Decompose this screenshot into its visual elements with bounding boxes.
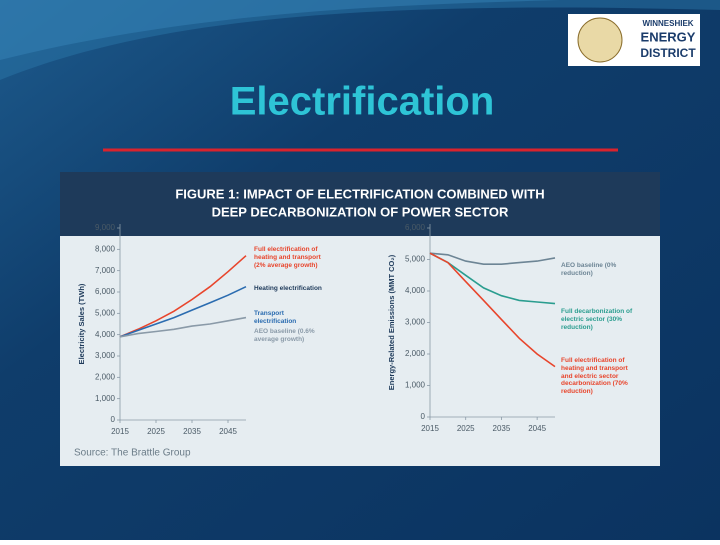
- y-tick-label: 0: [421, 412, 426, 421]
- annotation: Full electrification of heating and tran…: [254, 246, 321, 269]
- y-tick-label: 8,000: [95, 244, 116, 253]
- annotation: AEO baseline (0% reduction): [561, 262, 617, 277]
- y-axis-label: Electricity Sales (TWh): [77, 283, 86, 364]
- y-tick-label: 1,000: [95, 394, 116, 403]
- series-line: [429, 252, 556, 368]
- x-tick-label: 2035: [493, 424, 511, 433]
- x-tick-label: 2035: [183, 427, 201, 436]
- x-tick-label: 2015: [421, 424, 439, 433]
- figure-title: FIGURE 1: IMPACT OF ELECTRIFICATION COMB…: [175, 186, 544, 201]
- annotation: Full decarbonization of electric sector …: [561, 308, 633, 331]
- annotation-box: Full electrification of heating and tran…: [561, 357, 628, 396]
- y-tick-label: 6,000: [405, 223, 426, 232]
- y-tick-label: 6,000: [95, 287, 116, 296]
- x-tick-label: 2045: [219, 427, 237, 436]
- annotation: AEO baseline (0.6% average growth): [254, 328, 315, 343]
- annotation: Transport electrification: [254, 310, 297, 325]
- slide-title: Electrification: [230, 80, 495, 124]
- logo-seal: [577, 17, 623, 63]
- annotation-box: AEO baseline (0% reduction): [561, 262, 617, 277]
- figure-body: [60, 236, 660, 466]
- y-tick-label: 2,000: [405, 349, 426, 358]
- logo-text: WINNESHIEK: [642, 19, 693, 28]
- series-line: [429, 252, 556, 265]
- annotation-box: Transport electrification: [254, 310, 297, 325]
- y-tick-label: 7,000: [95, 266, 116, 275]
- swoosh: [0, 0, 560, 60]
- annotation-box: Full decarbonization of electric sector …: [561, 308, 633, 331]
- y-tick-label: 2,000: [95, 372, 116, 381]
- x-tick-label: 2025: [147, 427, 165, 436]
- series-line: [119, 316, 247, 338]
- annotation-box: Full electrification of heating and tran…: [254, 246, 321, 269]
- y-axis-label: Energy-Related Emissions (MMT CO₂): [387, 254, 396, 390]
- plots: 0 1,000 2,000 3,000 4,000 5,000 6,000 7,000 8,00…: [77, 223, 633, 436]
- figure-header: [60, 172, 660, 236]
- y-tick-label: 4,000: [95, 330, 116, 339]
- series-line: [119, 285, 247, 338]
- y-tick-label: 9,000: [95, 223, 116, 232]
- y-tick-label: 3,000: [95, 351, 116, 360]
- x-tick-label: 2015: [111, 427, 129, 436]
- annotation-box: Heating electrification: [254, 285, 322, 292]
- y-tick-label: 5,000: [95, 308, 116, 317]
- series-line: [119, 255, 247, 338]
- y-tick-label: 4,000: [405, 286, 426, 295]
- y-tick-label: 3,000: [405, 318, 426, 327]
- x-tick-label: 2025: [457, 424, 475, 433]
- logo-text: ENERGY: [641, 29, 696, 44]
- annotation: Heating electrification: [254, 285, 322, 292]
- y-tick-label: 0: [111, 415, 116, 424]
- swoosh: [0, 0, 720, 80]
- y-tick-label: 1,000: [405, 381, 426, 390]
- logo-text: DISTRICT: [640, 46, 696, 60]
- annotation: Full electrification of heating and tran…: [561, 357, 628, 396]
- figure-source: Source: The Brattle Group: [74, 448, 191, 459]
- x-tick-label: 2045: [528, 424, 546, 433]
- y-tick-label: 5,000: [405, 255, 426, 264]
- annotation-box: AEO baseline (0.6% average growth): [254, 328, 315, 343]
- figure-title: DEEP DECARBONIZATION OF POWER SECTOR: [212, 204, 509, 219]
